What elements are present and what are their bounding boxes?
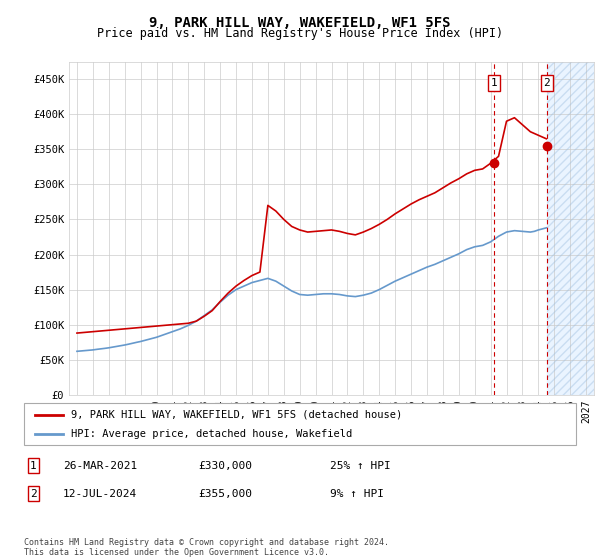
Text: 9, PARK HILL WAY, WAKEFIELD, WF1 5FS: 9, PARK HILL WAY, WAKEFIELD, WF1 5FS bbox=[149, 16, 451, 30]
Text: HPI: Average price, detached house, Wakefield: HPI: Average price, detached house, Wake… bbox=[71, 429, 352, 439]
FancyBboxPatch shape bbox=[24, 403, 576, 445]
Text: 2: 2 bbox=[544, 78, 550, 88]
Text: 1: 1 bbox=[491, 78, 497, 88]
Text: 1: 1 bbox=[30, 461, 37, 471]
Text: Contains HM Land Registry data © Crown copyright and database right 2024.
This d: Contains HM Land Registry data © Crown c… bbox=[24, 538, 389, 557]
Text: 26-MAR-2021: 26-MAR-2021 bbox=[63, 461, 137, 471]
Text: Price paid vs. HM Land Registry's House Price Index (HPI): Price paid vs. HM Land Registry's House … bbox=[97, 27, 503, 40]
Bar bbox=[547, 62, 594, 395]
Text: 9% ↑ HPI: 9% ↑ HPI bbox=[330, 489, 384, 499]
Bar bbox=[547, 62, 594, 395]
Text: 2: 2 bbox=[30, 489, 37, 499]
Text: £355,000: £355,000 bbox=[198, 489, 252, 499]
Text: 25% ↑ HPI: 25% ↑ HPI bbox=[330, 461, 391, 471]
Text: 12-JUL-2024: 12-JUL-2024 bbox=[63, 489, 137, 499]
Text: 9, PARK HILL WAY, WAKEFIELD, WF1 5FS (detached house): 9, PARK HILL WAY, WAKEFIELD, WF1 5FS (de… bbox=[71, 409, 402, 419]
Text: £330,000: £330,000 bbox=[198, 461, 252, 471]
